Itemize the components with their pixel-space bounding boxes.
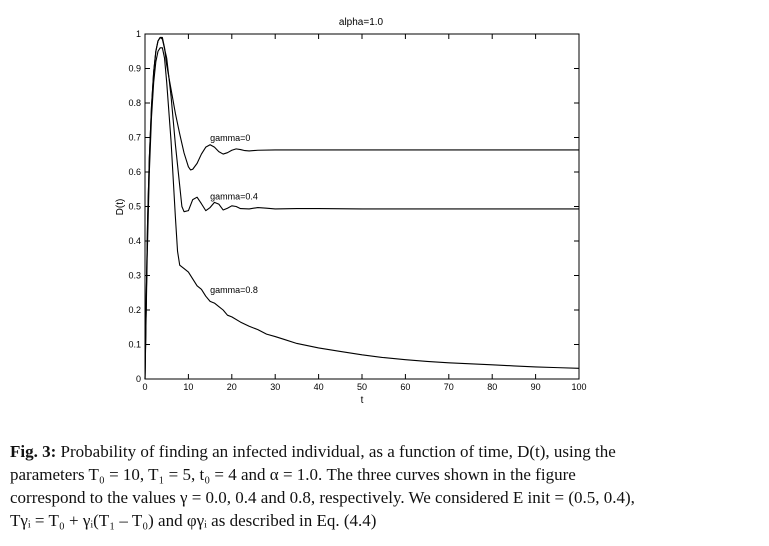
x-tick-label: 40 — [314, 382, 324, 392]
caption-line-3: correspond to the values γ = 0.0, 0.4 an… — [10, 488, 635, 507]
chart-title: alpha=1.0 — [339, 17, 384, 28]
y-tick-label: 0.7 — [128, 133, 141, 143]
y-tick-label: 0.6 — [128, 167, 141, 177]
plot-frame — [144, 33, 580, 380]
y-tick-label: 0.4 — [128, 236, 141, 246]
y-axis-label: D(t) — [115, 199, 126, 216]
series-group — [144, 36, 580, 380]
series-annotation: gamma=0.8 — [210, 285, 258, 295]
x-tick-label: 80 — [487, 382, 497, 392]
caption-line-4: Tγᵢ = T₀ + γᵢ(T₁ – T₀) and φγᵢ as descri… — [10, 511, 377, 530]
figure-caption: Fig. 3: Probability of finding an infect… — [10, 440, 762, 532]
series-line-gamma-0-8 — [144, 47, 580, 380]
y-tick-label: 0.8 — [128, 98, 141, 108]
y-tick-label: 1 — [136, 29, 141, 39]
axis-ticks: 0 10 20 30 40 50 60 70 80 90 100 0 0.1 0.2 0.3 0.4 0.5 0.… — [128, 29, 586, 392]
caption-label: Fig. 3: — [10, 442, 57, 461]
y-tick-label: 0.2 — [128, 305, 141, 315]
annotations: gamma=0 gamma=0.4 gamma=0.8 — [210, 133, 258, 295]
series-line-gamma-0 — [144, 36, 579, 380]
y-tick-label: 0.5 — [128, 202, 141, 212]
x-tick-label: 60 — [400, 382, 410, 392]
caption-text-1: Probability of finding an infected indiv… — [56, 442, 616, 461]
series-annotation: gamma=0.4 — [210, 192, 258, 202]
chart: alpha=1.0 0 10 20 30 40 50 60 70 80 90 10000.10.20… — [115, 17, 587, 406]
caption-line-2: parameters T₀ = 10, T₁ = 5, t₀ = 4 and α… — [10, 465, 576, 484]
y-tick-label: 0.1 — [128, 340, 141, 350]
caption-line-1: Fig. 3: Probability of finding an infect… — [10, 440, 762, 463]
series-annotation: gamma=0 — [210, 133, 250, 143]
series-line-gamma-0-4 — [144, 36, 579, 380]
x-tick-label: 10 — [183, 382, 193, 392]
y-tick-label: 0.3 — [128, 271, 141, 281]
x-tick-label: 70 — [444, 382, 454, 392]
x-tick-label: 90 — [531, 382, 541, 392]
x-axis-label: t — [361, 395, 364, 406]
x-tick-label: 100 — [571, 382, 586, 392]
x-tick-label: 20 — [227, 382, 237, 392]
x-tick-label: 30 — [270, 382, 280, 392]
y-tick-label: 0 — [136, 374, 141, 384]
x-tick-label: 50 — [357, 382, 367, 392]
y-tick-label: 0.9 — [128, 64, 141, 74]
x-tick-label: 0 — [142, 382, 147, 392]
